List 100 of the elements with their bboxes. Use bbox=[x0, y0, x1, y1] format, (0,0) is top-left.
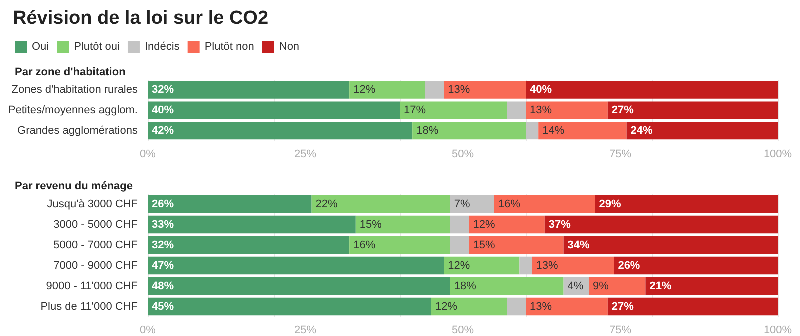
data-label: 21% bbox=[650, 280, 672, 292]
bar bbox=[432, 298, 508, 316]
bar bbox=[444, 81, 526, 99]
bar bbox=[148, 256, 444, 275]
legend-label: Indécis bbox=[144, 41, 180, 53]
bar bbox=[626, 122, 778, 140]
y-tick-label: Jusqu'à 3000 CHF bbox=[47, 198, 138, 210]
data-label: 26% bbox=[152, 198, 174, 210]
bar bbox=[595, 195, 778, 214]
y-tick-label: 5000 - 7000 CHF bbox=[54, 239, 138, 252]
data-label: 17% bbox=[404, 104, 426, 116]
data-label: 42% bbox=[152, 124, 174, 137]
bar bbox=[469, 236, 564, 254]
data-label: 18% bbox=[416, 124, 439, 137]
bar bbox=[589, 277, 646, 296]
data-label: 13% bbox=[536, 260, 559, 272]
data-label: 27% bbox=[612, 300, 634, 313]
data-label: 18% bbox=[454, 280, 477, 292]
data-label: 45% bbox=[152, 300, 174, 313]
y-tick-label: 7000 - 9000 CHF bbox=[54, 260, 138, 272]
data-label: 24% bbox=[630, 124, 654, 137]
data-label: 4% bbox=[568, 280, 584, 292]
bar bbox=[526, 298, 608, 316]
y-tick-label: 9000 - 11'000 CHF bbox=[46, 280, 138, 292]
x-tick-label: 50% bbox=[452, 324, 474, 336]
legend-label: Non bbox=[279, 41, 300, 53]
x-tick-label: 50% bbox=[452, 148, 474, 160]
data-label: 12% bbox=[448, 260, 470, 272]
bar bbox=[507, 102, 526, 120]
data-label: 13% bbox=[530, 300, 552, 313]
data-label: 15% bbox=[360, 218, 382, 231]
x-tick-label: 0% bbox=[140, 324, 156, 336]
x-tick-label: 100% bbox=[764, 148, 792, 160]
data-label: 15% bbox=[473, 239, 496, 252]
data-label: 37% bbox=[548, 218, 572, 231]
y-tick-label: Zones d'habitation rurales bbox=[12, 84, 138, 96]
bar bbox=[608, 102, 778, 120]
bar bbox=[538, 122, 627, 140]
bar bbox=[469, 216, 545, 234]
bar bbox=[425, 81, 444, 99]
y-tick-label: Grandes agglomérations bbox=[18, 124, 138, 137]
legend-label: Oui bbox=[32, 41, 50, 53]
data-label: 29% bbox=[599, 198, 622, 210]
bar bbox=[532, 256, 614, 275]
bar bbox=[564, 236, 778, 254]
bar bbox=[526, 102, 608, 120]
bar bbox=[608, 298, 778, 316]
data-label: 48% bbox=[152, 280, 174, 292]
x-tick-label: 100% bbox=[764, 324, 792, 336]
x-tick-label: 0% bbox=[140, 148, 156, 160]
data-label: 16% bbox=[354, 239, 376, 252]
y-tick-label: Petites/moyennes agglom. bbox=[8, 104, 138, 116]
bar bbox=[148, 277, 450, 296]
data-label: 14% bbox=[542, 124, 565, 137]
bar bbox=[507, 298, 526, 316]
bar bbox=[148, 195, 312, 214]
bar bbox=[444, 256, 520, 275]
chart-title: Révision de la loi sur le CO2 bbox=[13, 8, 269, 29]
data-label: 27% bbox=[612, 104, 634, 116]
data-label: 22% bbox=[316, 198, 338, 210]
bar bbox=[148, 236, 350, 254]
data-label: 32% bbox=[152, 84, 174, 96]
data-label: 13% bbox=[530, 104, 552, 116]
data-label: 47% bbox=[152, 260, 174, 272]
data-label: 13% bbox=[448, 84, 470, 96]
bar bbox=[450, 216, 470, 234]
bar bbox=[450, 236, 470, 254]
data-label: 34% bbox=[568, 239, 590, 252]
bar bbox=[520, 256, 532, 275]
bar bbox=[148, 298, 432, 316]
data-label: 7% bbox=[454, 198, 471, 210]
data-label: 26% bbox=[618, 260, 640, 272]
bar bbox=[148, 102, 400, 120]
bar bbox=[526, 81, 778, 99]
bar bbox=[356, 216, 450, 234]
bar bbox=[350, 81, 426, 99]
chart-subtitle: Par zone d'habitation bbox=[15, 66, 126, 78]
x-tick-label: 25% bbox=[294, 148, 317, 160]
bar bbox=[614, 256, 778, 275]
bar bbox=[148, 216, 356, 234]
bar bbox=[646, 277, 778, 296]
x-tick-label: 75% bbox=[609, 324, 632, 336]
y-tick-label: Plus de 11'000 CHF bbox=[40, 300, 138, 313]
bar bbox=[148, 81, 350, 99]
bar bbox=[312, 195, 450, 214]
data-label: 9% bbox=[593, 280, 610, 292]
data-label: 12% bbox=[354, 84, 376, 96]
y-tick-label: 3000 - 5000 CHF bbox=[54, 218, 138, 231]
bar bbox=[450, 277, 564, 296]
data-label: 16% bbox=[498, 198, 521, 210]
x-tick-label: 25% bbox=[294, 324, 317, 336]
legend-label: Plutôt oui bbox=[74, 41, 120, 53]
chart-subtitle: Par revenu du ménage bbox=[15, 180, 133, 192]
bar bbox=[450, 195, 494, 214]
data-label: 40% bbox=[530, 84, 552, 96]
bar bbox=[350, 236, 450, 254]
bar bbox=[544, 216, 778, 234]
bar bbox=[412, 122, 526, 140]
data-label: 40% bbox=[152, 104, 174, 116]
bar bbox=[526, 122, 539, 140]
